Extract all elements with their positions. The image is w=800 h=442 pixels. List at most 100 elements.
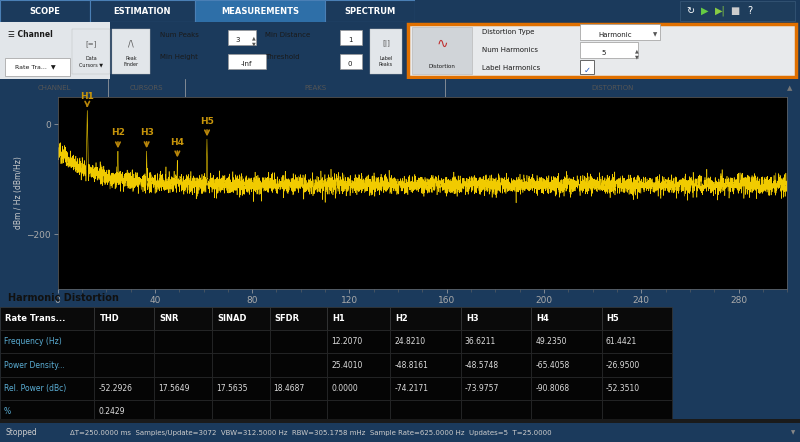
Text: %: %: [4, 407, 11, 416]
Bar: [270, 307, 327, 330]
Bar: [270, 400, 327, 423]
Text: H2: H2: [111, 129, 125, 137]
X-axis label: Frequency (Hz): Frequency (Hz): [386, 308, 459, 318]
Text: DISTORTION: DISTORTION: [591, 85, 634, 91]
Text: ▼: ▼: [252, 41, 256, 46]
Bar: [94, 330, 154, 354]
Bar: [5, 58, 70, 76]
Text: 12.2070: 12.2070: [331, 337, 362, 346]
Bar: [270, 377, 327, 400]
Bar: [580, 42, 638, 58]
Bar: [154, 330, 212, 354]
Text: Frequency (Hz): Frequency (Hz): [4, 337, 62, 346]
Text: 0: 0: [348, 61, 352, 67]
Text: [|]: [|]: [382, 40, 390, 47]
Text: Min Height: Min Height: [160, 54, 198, 61]
Bar: [195, 0, 325, 22]
Bar: [94, 377, 154, 400]
Text: ▲: ▲: [787, 85, 793, 91]
Text: SINAD: SINAD: [217, 314, 246, 323]
Bar: [390, 354, 461, 377]
Bar: [327, 330, 390, 354]
Text: H1: H1: [332, 314, 345, 323]
Text: SPECTRUM: SPECTRUM: [344, 7, 396, 15]
Text: PEAKS: PEAKS: [304, 85, 326, 91]
Text: Rel. Power (dBc): Rel. Power (dBc): [4, 384, 66, 392]
Text: 1: 1: [348, 37, 352, 43]
Text: ∿: ∿: [436, 37, 448, 51]
Text: -26.9500: -26.9500: [606, 361, 640, 370]
Text: 36.6211: 36.6211: [465, 337, 496, 346]
Bar: [461, 330, 531, 354]
Text: H5: H5: [200, 117, 214, 126]
Bar: [412, 27, 472, 74]
Text: SNR: SNR: [159, 314, 179, 323]
Bar: [0, 0, 90, 22]
Bar: [602, 354, 672, 377]
Bar: [0, 400, 94, 423]
Bar: [90, 0, 195, 22]
Text: ESTIMATION: ESTIMATION: [114, 7, 171, 15]
Bar: [154, 400, 212, 423]
Text: CURSORS: CURSORS: [130, 85, 163, 91]
Text: /\: /\: [128, 39, 134, 48]
Text: Min Distance: Min Distance: [265, 31, 310, 38]
Text: Peak
Finder: Peak Finder: [123, 57, 138, 67]
Text: Harmonic Distortion: Harmonic Distortion: [8, 293, 119, 303]
Bar: [415, 0, 800, 22]
Bar: [0, 307, 94, 330]
Text: H3: H3: [140, 128, 154, 137]
Bar: [327, 377, 390, 400]
Text: ▲: ▲: [635, 49, 639, 53]
Bar: [327, 400, 390, 423]
Text: -74.2171: -74.2171: [394, 384, 429, 392]
Bar: [602, 307, 672, 330]
Bar: [531, 307, 602, 330]
Text: H1: H1: [80, 92, 94, 101]
Bar: [602, 400, 672, 423]
Text: ▼: ▼: [653, 33, 657, 38]
Text: CHANNEL: CHANNEL: [38, 85, 70, 91]
Bar: [325, 0, 415, 22]
Text: -48.8161: -48.8161: [394, 361, 428, 370]
Text: -90.8068: -90.8068: [535, 384, 570, 392]
Bar: [340, 54, 362, 69]
Text: ΔT=250.0000 ms  Samples/Update=3072  VBW=312.5000 Hz  RBW=305.1758 mHz  Sample R: ΔT=250.0000 ms Samples/Update=3072 VBW=3…: [70, 430, 552, 435]
Bar: [228, 30, 256, 45]
Bar: [531, 354, 602, 377]
Text: 25.4010: 25.4010: [331, 361, 362, 370]
Bar: [390, 330, 461, 354]
Text: 17.5635: 17.5635: [216, 384, 247, 392]
Bar: [212, 377, 270, 400]
Text: Harmonic: Harmonic: [598, 32, 632, 38]
Y-axis label: dBm / Hz (dBm/Hz): dBm / Hz (dBm/Hz): [14, 156, 23, 229]
Bar: [212, 354, 270, 377]
Bar: [154, 307, 212, 330]
Text: ▲: ▲: [252, 35, 256, 41]
Bar: [580, 24, 660, 40]
Bar: [270, 330, 327, 354]
Bar: [461, 354, 531, 377]
Bar: [0, 354, 94, 377]
Bar: [94, 400, 154, 423]
Text: Stopped: Stopped: [6, 428, 38, 437]
Bar: [602, 330, 672, 354]
Bar: [0, 330, 94, 354]
Text: Data
Cursors ▼: Data Cursors ▼: [79, 57, 103, 67]
Text: ▼: ▼: [791, 430, 795, 435]
Bar: [602, 377, 672, 400]
Text: SCOPE: SCOPE: [30, 7, 61, 15]
Text: 0.2429: 0.2429: [98, 407, 125, 416]
Bar: [94, 354, 154, 377]
Bar: [0, 377, 94, 400]
Text: 0.0000: 0.0000: [331, 384, 358, 392]
Text: ▶|: ▶|: [714, 6, 726, 16]
Text: Power Density...: Power Density...: [4, 361, 65, 370]
Text: H4: H4: [170, 137, 184, 147]
Text: Label Harmonics: Label Harmonics: [482, 65, 540, 71]
Bar: [531, 400, 602, 423]
Text: [=]: [=]: [86, 40, 97, 47]
Text: -52.3510: -52.3510: [606, 384, 640, 392]
Text: Rate Tra...  ▼: Rate Tra... ▼: [14, 65, 55, 69]
Text: 49.2350: 49.2350: [535, 337, 566, 346]
